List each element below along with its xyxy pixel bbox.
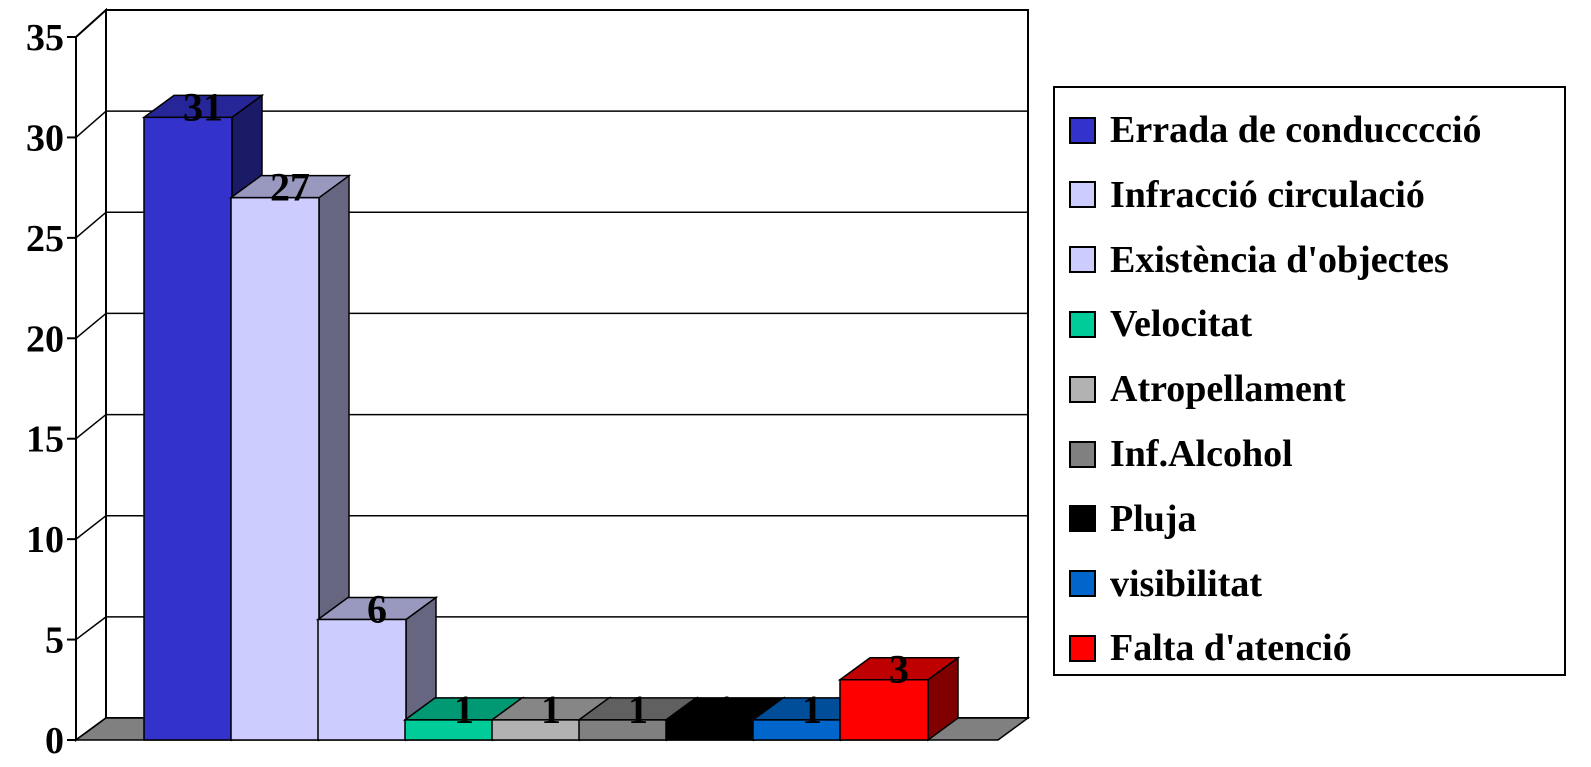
bar [315, 596, 439, 742]
bar-front [839, 678, 929, 741]
legend-swatch [1069, 181, 1096, 209]
legend-swatch [1069, 116, 1096, 144]
bar-front [404, 719, 494, 741]
data-label: 1 [715, 687, 735, 732]
data-label: 3 [889, 647, 909, 692]
gridline-side [75, 413, 107, 440]
legend-label: Velocitat [1110, 303, 1253, 346]
legend-item: Falta d'atenció [1069, 624, 1352, 672]
legend-label: visibilitat [1110, 562, 1263, 605]
gridline-side [75, 312, 107, 339]
gridline-side [75, 110, 107, 138]
data-labels: 31 27 6 1 1 1 1 1 3 [183, 84, 909, 732]
legend-label: Infracció circulació [1110, 173, 1425, 216]
legend-swatch [1069, 570, 1096, 598]
legend-label: Existència d'objectes [1110, 238, 1449, 281]
y-tick-label: 15 [26, 419, 64, 461]
legend-item: Atropellament [1069, 365, 1346, 413]
bars [141, 93, 961, 742]
legend-label: Pluja [1110, 497, 1197, 540]
legend-item: Existència d'objectes [1069, 236, 1449, 284]
legend-item: Pluja [1069, 495, 1197, 543]
bar-front [230, 196, 320, 741]
legend-label: Atropellament [1110, 368, 1346, 411]
y-tick-label: 10 [26, 519, 64, 561]
legend-swatch [1069, 505, 1096, 533]
legend-item: Velocitat [1069, 300, 1252, 348]
legend-item: Inf.Alcohol [1069, 430, 1293, 478]
data-label: 27 [270, 165, 310, 210]
legend-label: Errada de conducccció [1110, 109, 1482, 151]
data-label: 1 [541, 687, 561, 732]
data-label: 1 [802, 687, 822, 732]
data-label: 1 [628, 687, 648, 732]
bar-front [491, 719, 581, 741]
gridline-side [75, 616, 107, 641]
legend-item: visibilitat [1069, 560, 1262, 608]
bar-front [665, 719, 755, 741]
gridline-side [75, 211, 107, 239]
y-axis-ticks: 0 5 10 15 20 25 30 35 [26, 17, 77, 762]
y-tick-label: 35 [26, 17, 64, 59]
bar [228, 174, 352, 742]
data-label: 6 [367, 586, 387, 631]
bar-front [578, 719, 668, 741]
legend-item: Errada de conducccció [1069, 106, 1482, 154]
y-tick-label: 25 [26, 218, 64, 260]
legend: Errada de conducccció Infracció circulaci… [1053, 86, 1566, 676]
legend-swatch [1069, 440, 1096, 468]
y-tick-label: 5 [45, 620, 64, 662]
legend-label: Inf.Alcohol [1110, 433, 1293, 475]
legend-swatch [1069, 634, 1096, 662]
bar-front [143, 116, 233, 741]
y-tick-label: 30 [26, 117, 64, 159]
legend-swatch [1069, 310, 1096, 338]
data-label: 1 [454, 687, 474, 732]
side-wall [75, 7, 107, 742]
bar [837, 656, 961, 742]
bar-front [317, 618, 407, 741]
legend-swatch [1069, 246, 1096, 274]
legend-item: Infracció circulació [1069, 171, 1425, 219]
legend-swatch [1069, 375, 1096, 403]
data-label: 31 [183, 84, 223, 129]
legend-label: Falta d'atenció [1110, 627, 1352, 670]
y-tick-label: 20 [26, 318, 64, 360]
bar-front [752, 719, 842, 741]
y-tick-label: 0 [45, 720, 64, 762]
gridline-side [75, 515, 107, 540]
